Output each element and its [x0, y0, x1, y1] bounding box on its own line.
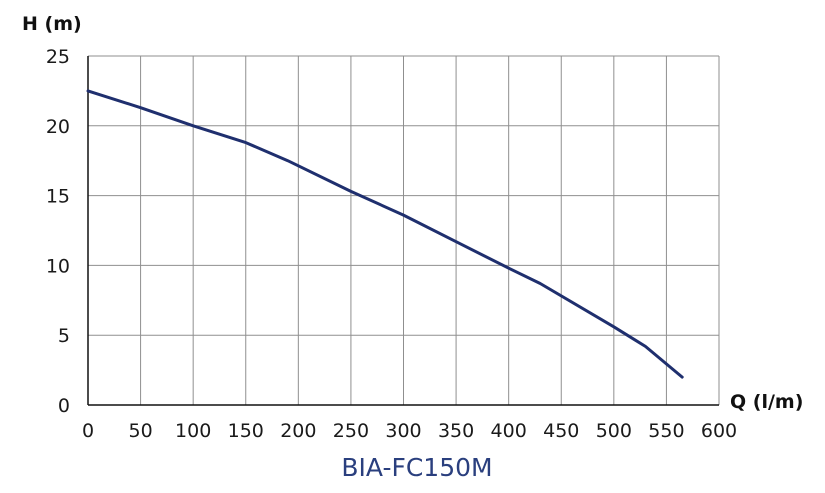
x-tick-label-1: 50 — [128, 420, 152, 442]
x-tick-label-7: 350 — [438, 420, 474, 442]
y-tick-label-3: 15 — [46, 186, 70, 208]
chart-title: BIA-FC150M — [341, 453, 492, 482]
x-tick-label-10: 500 — [596, 420, 632, 442]
x-tick-label-3: 150 — [228, 420, 264, 442]
y-tick-labels: 0 5 10 15 20 25 — [46, 46, 70, 417]
x-tick-labels: 0 50 100 150 200 250 300 350 400 450 500 550 600 — [82, 420, 737, 442]
y-tick-label-5: 25 — [46, 46, 70, 68]
y-tick-label-0: 0 — [58, 395, 70, 417]
x-tick-label-11: 550 — [648, 420, 684, 442]
x-tick-label-9: 450 — [543, 420, 579, 442]
y-axis-title: H (m) — [22, 13, 82, 35]
y-tick-label-2: 10 — [46, 255, 70, 277]
grid — [88, 55, 720, 405]
x-tick-label-12: 600 — [701, 420, 737, 442]
series-group — [86, 89, 684, 379]
x-tick-label-2: 100 — [175, 420, 211, 442]
x-tick-label-0: 0 — [82, 420, 94, 442]
x-tick-label-8: 400 — [491, 420, 527, 442]
x-tick-label-6: 300 — [385, 420, 421, 442]
x-tick-label-4: 200 — [280, 420, 316, 442]
series-line-0 — [86, 89, 684, 379]
x-tick-label-5: 250 — [333, 420, 369, 442]
x-axis-title: Q (l/m) — [730, 391, 803, 413]
y-tick-label-1: 5 — [58, 325, 70, 347]
y-tick-label-4: 20 — [46, 116, 70, 138]
axes — [87, 56, 719, 406]
